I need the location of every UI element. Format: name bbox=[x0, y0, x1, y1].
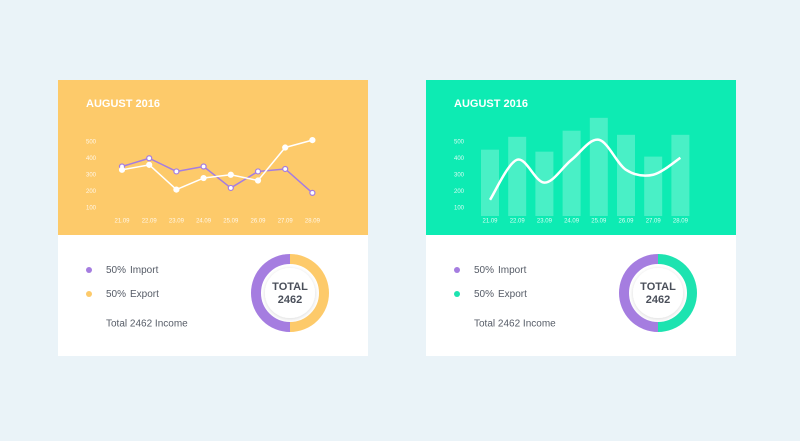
x-tick-label: 26.09 bbox=[250, 219, 266, 225]
legend-name: Export bbox=[498, 289, 527, 300]
point bbox=[282, 144, 289, 151]
legend-name: Import bbox=[130, 265, 159, 276]
y-tick-label: 300 bbox=[86, 172, 97, 178]
bar bbox=[562, 130, 581, 216]
series-line bbox=[121, 157, 313, 194]
donut-segment bbox=[619, 254, 659, 332]
note: Total 2462 Income bbox=[474, 319, 556, 330]
y-tick-label: 200 bbox=[454, 189, 465, 195]
point bbox=[173, 186, 180, 193]
legend-name: Export bbox=[130, 289, 159, 300]
x-tick-label: 28.09 bbox=[673, 219, 689, 225]
legend-entry: 50% Export bbox=[106, 289, 159, 300]
x-tick-label: 28.09 bbox=[305, 219, 321, 225]
legend-value: 50% bbox=[474, 265, 494, 276]
point bbox=[146, 161, 153, 168]
legend-entry: 50% Import bbox=[106, 265, 159, 276]
point bbox=[146, 155, 153, 162]
donut-segment bbox=[251, 254, 291, 332]
point bbox=[227, 184, 234, 192]
point bbox=[118, 166, 126, 173]
point bbox=[309, 137, 316, 144]
point bbox=[200, 174, 207, 182]
x-tick-label: 23.09 bbox=[169, 219, 185, 225]
x-tick-label: 22.09 bbox=[142, 219, 158, 225]
x-tick-label: 24.09 bbox=[196, 219, 212, 225]
bar bbox=[644, 156, 663, 216]
legend-dot bbox=[454, 267, 460, 273]
bar bbox=[481, 149, 499, 216]
series-line bbox=[121, 139, 313, 191]
x-tick-label: 25.09 bbox=[223, 219, 239, 225]
legend-entry: 50% Import bbox=[474, 265, 527, 276]
center-label: TOTAL bbox=[272, 281, 308, 293]
x-tick-label: 22.09 bbox=[510, 219, 526, 225]
x-tick-label: 21.09 bbox=[482, 219, 498, 225]
card-header bbox=[426, 80, 736, 235]
card-header bbox=[58, 80, 368, 235]
bar bbox=[508, 136, 527, 216]
y-tick-label: 400 bbox=[454, 156, 465, 162]
point bbox=[254, 168, 262, 175]
point bbox=[227, 171, 234, 178]
legend-value: 50% bbox=[474, 289, 494, 300]
legend-entry: 50% Export bbox=[474, 289, 527, 300]
center-label: TOTAL bbox=[640, 281, 676, 293]
donut-segment bbox=[657, 254, 697, 332]
donut-center bbox=[265, 268, 315, 318]
x-tick-label: 21.09 bbox=[114, 219, 130, 225]
point bbox=[282, 165, 289, 173]
x-tick-label: 25.09 bbox=[591, 219, 607, 225]
x-tick-label: 24.09 bbox=[564, 219, 580, 225]
donut-segment bbox=[289, 254, 329, 332]
point bbox=[254, 177, 262, 184]
bar bbox=[589, 117, 608, 216]
x-tick-label: 26.09 bbox=[618, 219, 634, 225]
legend-value: 50% bbox=[106, 289, 126, 300]
y-tick-label: 500 bbox=[454, 139, 465, 145]
x-tick-label: 27.09 bbox=[646, 219, 662, 225]
legend-name: Import bbox=[498, 265, 527, 276]
bar bbox=[617, 134, 635, 216]
note: Total 2462 Income bbox=[106, 319, 188, 330]
bar bbox=[671, 134, 690, 216]
y-tick-label: 300 bbox=[454, 172, 465, 178]
center-value: 2462 bbox=[646, 294, 670, 306]
chart-title: AUGUST 2016 bbox=[86, 98, 160, 110]
y-tick-label: 400 bbox=[86, 156, 97, 162]
y-tick-label: 200 bbox=[86, 189, 97, 195]
donut-center bbox=[633, 268, 683, 318]
legend-dot bbox=[86, 267, 92, 273]
point bbox=[173, 168, 180, 175]
center-value: 2462 bbox=[278, 294, 302, 306]
legend-value: 50% bbox=[106, 265, 126, 276]
legend-dot bbox=[454, 291, 460, 297]
point bbox=[200, 163, 207, 170]
x-tick-label: 27.09 bbox=[278, 219, 294, 225]
y-tick-label: 100 bbox=[454, 205, 465, 211]
legend-dot bbox=[86, 291, 92, 297]
series-line bbox=[488, 138, 682, 201]
y-tick-label: 100 bbox=[86, 205, 97, 211]
y-tick-label: 500 bbox=[86, 139, 97, 145]
chart-title: AUGUST 2016 bbox=[454, 98, 528, 110]
point bbox=[309, 189, 316, 196]
x-tick-label: 23.09 bbox=[537, 219, 553, 225]
